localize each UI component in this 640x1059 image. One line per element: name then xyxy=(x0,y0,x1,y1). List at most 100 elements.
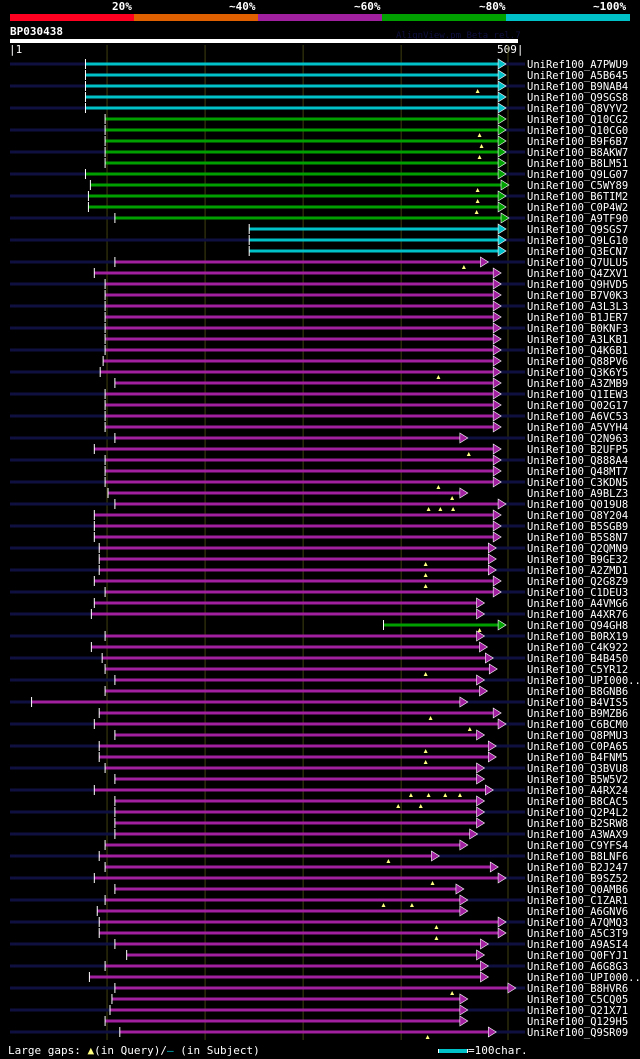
hit-label[interactable]: UniRef100_C5CQ05 xyxy=(527,994,628,1006)
hit-label[interactable]: UniRef100_Q21X71 xyxy=(527,1005,628,1017)
hit-label[interactable]: UniRef100_B5S8N7 xyxy=(527,532,628,544)
hit-end-arrow-icon xyxy=(500,212,510,224)
hit-label[interactable]: UniRef100_A4RX24 xyxy=(527,785,628,797)
hit-label[interactable]: UniRef100_B8HVR6 xyxy=(527,983,628,995)
hit-label[interactable]: UniRef100_A5VYH4 xyxy=(527,422,628,434)
hit-label[interactable]: UniRef100_C1DEU3 xyxy=(527,587,628,599)
hit-label[interactable]: UniRef100_Q8PMU3 xyxy=(527,730,628,742)
hit-label[interactable]: UniRef100_Q8VYV2 xyxy=(527,103,628,115)
hit-label[interactable]: UniRef100_B9F6B7 xyxy=(527,136,628,148)
hit-label[interactable]: UniRef100_C0PA65 xyxy=(527,741,628,753)
hit-label[interactable]: UniRef100_Q9SR09 xyxy=(527,1027,628,1039)
hit-label[interactable]: UniRef100_B7V0K3 xyxy=(527,290,628,302)
hit-label[interactable]: UniRef100_B0RX19 xyxy=(527,631,628,643)
hit-label[interactable]: UniRef100_B8LM51 xyxy=(527,158,628,170)
hit-label[interactable]: UniRef100_A6G8G3 xyxy=(527,961,628,973)
hit-label[interactable]: UniRef100_B5W5V2 xyxy=(527,774,628,786)
hit-label[interactable]: UniRef100_A4XR76 xyxy=(527,609,628,621)
hit-label[interactable]: UniRef100_B4FNM5 xyxy=(527,752,628,764)
hit-end-arrow-icon xyxy=(480,971,489,983)
hit-label[interactable]: UniRef100_Q10CG0 xyxy=(527,125,628,137)
hit-label[interactable]: UniRef100_Q2G8Z9 xyxy=(527,576,628,588)
hit-label[interactable]: UniRef100_A3L3L3 xyxy=(527,301,628,313)
hit-label[interactable]: UniRef100_Q9SGS8 xyxy=(527,92,628,104)
hit-label[interactable]: UniRef100_B2UFP5 xyxy=(527,444,628,456)
hit-label[interactable]: UniRef100_A5B645 xyxy=(527,70,628,82)
hit-label[interactable]: UniRef100_A2ZMD1 xyxy=(527,565,628,577)
hit-label[interactable]: UniRef100_Q9SGS7 xyxy=(527,224,628,236)
hit-label[interactable]: UniRef100_B9GE32 xyxy=(527,554,628,566)
hit-label[interactable]: UniRef100_Q88PV6 xyxy=(527,356,628,368)
hit-label[interactable]: UniRef100_Q3BVU8 xyxy=(527,763,628,775)
hit-label[interactable]: UniRef100_Q0FYJ1 xyxy=(527,950,628,962)
hit-label[interactable]: UniRef100_Q3K6Y5 xyxy=(527,367,628,379)
query-gap-marker-icon xyxy=(450,496,455,500)
hit-label[interactable]: UniRef100_Q019U8 xyxy=(527,499,628,511)
hit-label[interactable]: UniRef100_Q7ULU5 xyxy=(527,257,628,269)
scale-legend: =100char. xyxy=(438,1044,528,1057)
hit-label[interactable]: UniRef100_A3WAX9 xyxy=(527,829,628,841)
hit-label[interactable]: UniRef100_B9MZB6 xyxy=(527,708,628,720)
hit-label[interactable]: UniRef100_Q94GH8 xyxy=(527,620,628,632)
hit-end-arrow-icon xyxy=(487,553,497,565)
hit-label[interactable]: UniRef100_Q2P4L2 xyxy=(527,807,628,819)
hit-label[interactable]: UniRef100_A9ASI4 xyxy=(527,939,628,951)
hit-label[interactable]: UniRef100_Q8Y204 xyxy=(527,510,628,522)
hit-label[interactable]: UniRef100_A7QMQ3 xyxy=(527,917,628,929)
hit-label[interactable]: UniRef100_Q10CG2 xyxy=(527,114,628,126)
hit-label[interactable]: UniRef100_B1JER7 xyxy=(527,312,628,324)
query-gap-marker-icon xyxy=(408,793,413,797)
hit-label[interactable]: UniRef100_Q48MT7 xyxy=(527,466,628,478)
hit-label[interactable]: UniRef100_UPI000.. xyxy=(527,972,640,984)
hit-label[interactable]: UniRef100_C5WY89 xyxy=(527,180,628,192)
hit-label[interactable]: UniRef100_B9SZ52 xyxy=(527,873,628,885)
hit-label[interactable]: UniRef100_B9NAB4 xyxy=(527,81,628,93)
hit-label[interactable]: UniRef100_B5SGB9 xyxy=(527,521,628,533)
hit-label[interactable]: UniRef100_UPI000.. xyxy=(527,675,640,687)
hit-label[interactable]: UniRef100_Q4K6B1 xyxy=(527,345,628,357)
hit-label[interactable]: UniRef100_A4VMG6 xyxy=(527,598,628,610)
hit-label[interactable]: UniRef100_B4VIS5 xyxy=(527,697,628,709)
hit-label[interactable]: UniRef100_B0KNF3 xyxy=(527,323,628,335)
hit-label[interactable]: UniRef100_Q888A4 xyxy=(527,455,628,467)
query-gap-marker-icon xyxy=(418,804,423,808)
hit-label[interactable]: UniRef100_C0P4W2 xyxy=(527,202,628,214)
hit-label[interactable]: UniRef100_A3ZMB9 xyxy=(527,378,628,390)
hit-label[interactable]: UniRef100_B8CAC5 xyxy=(527,796,628,808)
query-gap-marker-icon xyxy=(475,199,480,203)
hit-label[interactable]: UniRef100_Q4ZXV1 xyxy=(527,268,628,280)
hit-label[interactable]: UniRef100_B4B450 xyxy=(527,653,628,665)
hit-label[interactable]: UniRef100_Q9LG07 xyxy=(527,169,628,181)
hit-label[interactable]: UniRef100_C3KDN5 xyxy=(527,477,628,489)
legend-label-80: ~80% xyxy=(479,0,506,13)
hit-label[interactable]: UniRef100_C1ZAR1 xyxy=(527,895,628,907)
hit-label[interactable]: UniRef100_A5C3T9 xyxy=(527,928,628,940)
hit-label[interactable]: UniRef100_C6BCM0 xyxy=(527,719,628,731)
hit-label[interactable]: UniRef100_C4K922 xyxy=(527,642,628,654)
hit-label[interactable]: UniRef100_C9YFS4 xyxy=(527,840,628,852)
query-gap-marker-icon xyxy=(428,716,433,720)
hit-label[interactable]: UniRef100_A6GNV6 xyxy=(527,906,628,918)
hit-label[interactable]: UniRef100_A6VC53 xyxy=(527,411,628,423)
hit-label[interactable]: UniRef100_Q0AMB6 xyxy=(527,884,628,896)
hit-label[interactable]: UniRef100_B8LNF6 xyxy=(527,851,628,863)
hit-label[interactable]: UniRef100_B8AKW7 xyxy=(527,147,628,159)
hit-label[interactable]: UniRef100_C5YR12 xyxy=(527,664,628,676)
hit-end-arrow-icon xyxy=(487,1026,497,1038)
hit-label[interactable]: UniRef100_B2SRW8 xyxy=(527,818,628,830)
hit-label[interactable]: UniRef100_Q9LG10 xyxy=(527,235,628,247)
hit-label[interactable]: UniRef100_Q2QMN9 xyxy=(527,543,628,555)
hit-label[interactable]: UniRef100_A3LKB1 xyxy=(527,334,628,346)
hit-label[interactable]: UniRef100_Q2N963 xyxy=(527,433,628,445)
hit-label[interactable]: UniRef100_B2J247 xyxy=(527,862,628,874)
hit-label[interactable]: UniRef100_Q3ECN7 xyxy=(527,246,628,258)
hit-label[interactable]: UniRef100_A9TF90 xyxy=(527,213,628,225)
hit-label[interactable]: UniRef100_Q02G17 xyxy=(527,400,628,412)
hit-label[interactable]: UniRef100_Q129H5 xyxy=(527,1016,628,1028)
hit-label[interactable]: UniRef100_B6TIM2 xyxy=(527,191,628,203)
hit-label[interactable]: UniRef100_A9BLZ3 xyxy=(527,488,628,500)
hit-label[interactable]: UniRef100_A7PWU9 xyxy=(527,59,628,71)
hit-label[interactable]: UniRef100_B8GNB6 xyxy=(527,686,628,698)
hit-label[interactable]: UniRef100_Q9HVD5 xyxy=(527,279,628,291)
hit-label[interactable]: UniRef100_Q1IEW3 xyxy=(527,389,628,401)
